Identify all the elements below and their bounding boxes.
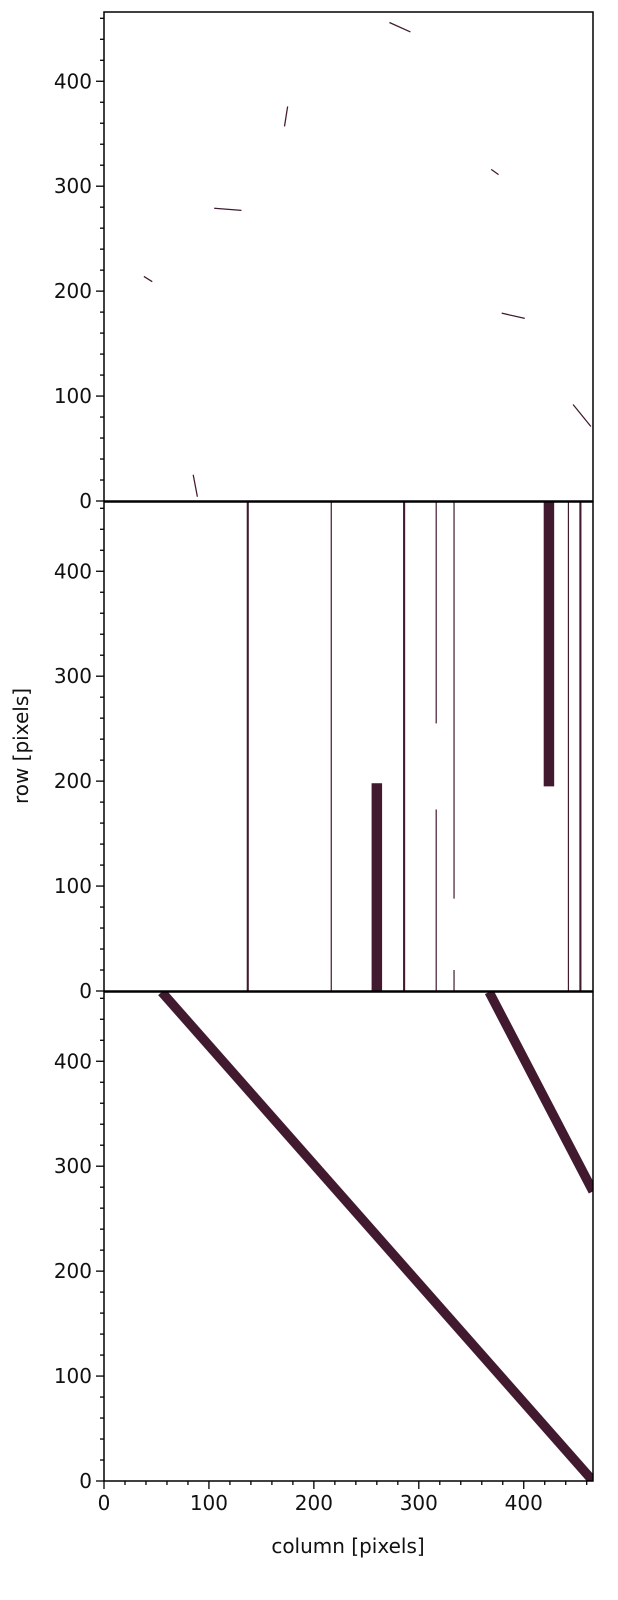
mask-column (435, 502, 437, 724)
y-tick-label: 200 (54, 1259, 92, 1283)
y-tick-label: 200 (54, 769, 92, 793)
y-tick-label: 200 (54, 279, 92, 303)
y-tick-label: 400 (54, 1049, 92, 1073)
x-tick-label: 0 (98, 1491, 111, 1515)
mask-column (543, 502, 555, 787)
y-tick-label: 0 (79, 1469, 92, 1493)
y-tick-label: 100 (54, 1364, 92, 1388)
y-tick-label: 300 (54, 664, 92, 688)
mask-segment (490, 168, 499, 176)
mask-segment (158, 992, 593, 1481)
panels-group: 0100200300400010020030040001002003004000… (54, 11, 594, 1515)
mask-column (579, 502, 582, 991)
mask-column (371, 783, 383, 991)
x-tick-label: 200 (295, 1491, 333, 1515)
mask-segment (283, 106, 289, 127)
mask-segment (501, 312, 525, 320)
panel-content (246, 502, 582, 991)
y-tick-label: 400 (54, 69, 92, 93)
y-tick-label: 100 (54, 874, 92, 898)
mask-segment (192, 474, 199, 497)
y-tick-label: 0 (79, 489, 92, 513)
panel-frame (103, 991, 594, 1482)
mask-column (403, 502, 406, 991)
panel-bottom: 0 100 200 300 400 0 100 200 300 400 (54, 991, 594, 1515)
mask-segment (484, 992, 593, 1194)
panel-frame (103, 11, 594, 502)
y-tick-label: 400 (54, 559, 92, 583)
y-tick-label: 100 (54, 384, 92, 408)
y-axis-label: row [pixels] (9, 688, 33, 804)
y-tick-label: 300 (54, 1154, 92, 1178)
panel-top: 0 100 200 300 400 (54, 11, 594, 513)
panel-frame (103, 501, 594, 992)
mask-segment (572, 404, 592, 427)
x-tick-label: 400 (505, 1491, 543, 1515)
x-tick-label: 100 (190, 1491, 228, 1515)
panel-content (158, 992, 593, 1481)
mask-column (246, 502, 249, 991)
x-tick-label: 300 (400, 1491, 438, 1515)
panel-middle: 0 100 200 300 400 (54, 501, 594, 1003)
y-tick-label: 0 (79, 979, 92, 1003)
mask-segment (389, 21, 411, 33)
mask-column (453, 502, 455, 899)
mask-column (330, 502, 332, 991)
mask-column (567, 502, 570, 991)
panel-content (143, 21, 592, 497)
mask-segment (143, 275, 153, 283)
y-tick-label: 300 (54, 174, 92, 198)
mask-column (435, 809, 437, 991)
mask-column (453, 970, 455, 991)
x-axis-label: column [pixels] (271, 1534, 424, 1558)
mask-segment (214, 207, 242, 211)
